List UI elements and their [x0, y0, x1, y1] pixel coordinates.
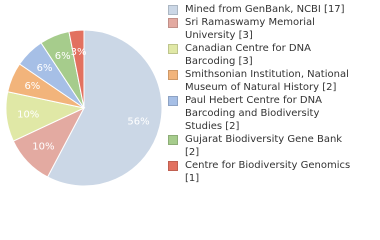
legend-label: Sri Ramaswamy Memorial University [3]	[185, 17, 315, 41]
slice-label: 6%	[24, 81, 40, 92]
legend-label: Centre for Biodiversity Genomics [1]	[185, 160, 351, 184]
pie-slice	[68, 29, 85, 109]
slice-label: 3%	[71, 47, 87, 58]
legend-swatch	[168, 161, 178, 171]
legend-swatch	[168, 135, 178, 145]
legend-item: Gujarat Biodiversity Gene Bank [2]	[168, 133, 368, 159]
legend-label: Smithsonian Institution, National Museum…	[185, 69, 349, 93]
legend-label: Canadian Centre for DNA Barcoding [3]	[185, 43, 311, 67]
slice-label: 10%	[17, 109, 39, 120]
legend-swatch	[168, 5, 178, 15]
pie-chart: 56%10%10%6%6%6% 3%	[5, 29, 163, 187]
legend-item: Mined from GenBank, NCBI [17]	[168, 3, 368, 16]
legend-item: Centre for Biodiversity Genomics [1]	[168, 159, 368, 185]
legend-item: Paul Hebert Centre for DNA Barcoding and…	[168, 94, 368, 133]
legend-label: Paul Hebert Centre for DNA Barcoding and…	[185, 95, 322, 132]
slice-label: 56%	[127, 117, 149, 128]
legend-item: Sri Ramaswamy Memorial University [3]	[168, 16, 368, 42]
legend-swatch	[168, 18, 178, 28]
legend-swatch	[168, 70, 178, 80]
legend-swatch	[168, 96, 178, 106]
slice-label: 6%	[37, 63, 53, 74]
slice-label: 6%	[55, 51, 71, 62]
legend-swatch	[168, 44, 178, 54]
legend: Mined from GenBank, NCBI [17] Sri Ramaswa…	[168, 3, 368, 185]
legend-label: Mined from GenBank, NCBI [17]	[185, 4, 345, 15]
legend-label: Gujarat Biodiversity Gene Bank [2]	[185, 134, 343, 158]
legend-item: Smithsonian Institution, National Museum…	[168, 68, 368, 94]
pie-slice	[46, 29, 163, 187]
legend-item: Canadian Centre for DNA Barcoding [3]	[168, 42, 368, 68]
slice-label: 10%	[32, 142, 54, 153]
